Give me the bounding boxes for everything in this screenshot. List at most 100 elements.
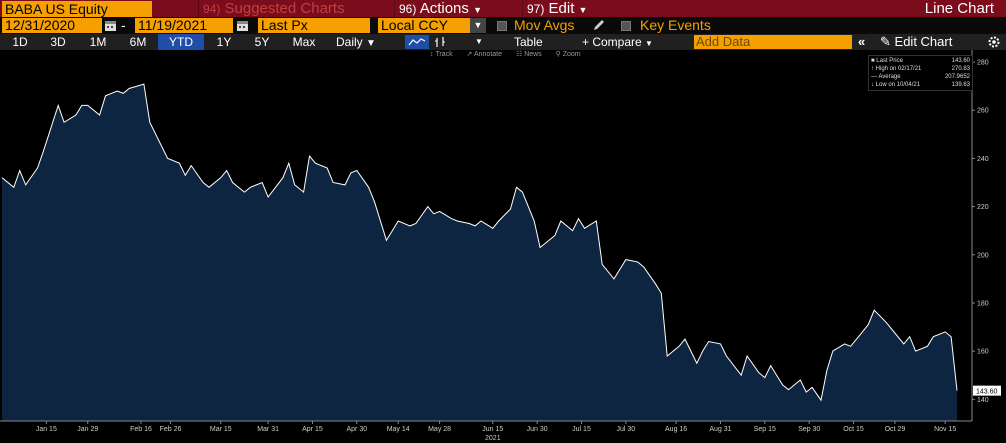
x-tick-label: Apr 15 bbox=[302, 426, 323, 433]
y-tick-label: 160 bbox=[977, 349, 989, 356]
period-5y[interactable]: 5Y bbox=[254, 35, 270, 49]
x-tick-label: May 28 bbox=[428, 426, 451, 433]
line-chart-icon[interactable] bbox=[405, 35, 429, 49]
chart-legend: ■ Last Price 143.60 ↑ High on 02/17/21 270… bbox=[868, 55, 973, 91]
price-chart[interactable]: 140 160 180 200 220 240 260 280 143.60 Jan 15 Jan … bbox=[0, 50, 1006, 443]
x-tick-label: Feb 26 bbox=[160, 426, 182, 433]
price-line bbox=[1, 83, 958, 402]
x-tick-label: Apr 30 bbox=[346, 426, 367, 433]
x-tick-label: Oct 15 bbox=[843, 426, 864, 433]
compare-button[interactable]: + Compare ▼ bbox=[582, 34, 653, 50]
key-events-checkbox[interactable] bbox=[621, 21, 631, 31]
period-ytd[interactable]: YTD bbox=[158, 34, 204, 50]
x-tick-label: Sep 30 bbox=[798, 426, 820, 433]
security-field[interactable]: BABA US Equity bbox=[2, 1, 152, 17]
period-1m[interactable]: 1M bbox=[89, 35, 107, 49]
y-tick-label: 140 bbox=[977, 397, 989, 404]
edit-number: 97) bbox=[527, 2, 545, 16]
x-tick-label: Jun 30 bbox=[527, 426, 548, 433]
period-6m[interactable]: 6M bbox=[129, 35, 147, 49]
white-square-icon: ■ bbox=[871, 58, 875, 64]
edit-chart-label: Edit Chart bbox=[894, 34, 953, 49]
calendar-icon[interactable] bbox=[236, 19, 249, 32]
zoom-label: Zoom bbox=[562, 51, 581, 58]
legend-high: ↑ High on 02/17/21 270.83 bbox=[871, 66, 970, 72]
caret-down-icon: ▼ bbox=[366, 38, 376, 49]
period-max[interactable]: Max bbox=[292, 35, 316, 49]
x-tick-label: Jul 30 bbox=[617, 426, 636, 433]
x-tick-label: Jun 15 bbox=[482, 426, 503, 433]
period-3d[interactable]: 3D bbox=[50, 35, 66, 49]
chart-type-title: Line Chart bbox=[924, 0, 994, 17]
legend-last-price-label: Last Price bbox=[876, 58, 903, 64]
bar-chart-icon[interactable] bbox=[433, 35, 449, 49]
add-data-input[interactable]: Add Data bbox=[694, 35, 852, 49]
compare-label: + Compare bbox=[582, 35, 642, 49]
legend-high-value: 270.83 bbox=[951, 66, 970, 72]
news-tool[interactable]: ☷ News bbox=[515, 51, 542, 58]
currency-dropdown-arrow[interactable]: ▼ bbox=[470, 18, 486, 33]
legend-high-label: High on 02/17/21 bbox=[875, 66, 922, 72]
chart-tool-strip: ↕ Track ↗ Annotate ☷ News ⚲ Zoom bbox=[430, 50, 593, 60]
x-tick-label: Aug 16 bbox=[665, 426, 687, 433]
calendar-icon[interactable] bbox=[104, 19, 117, 32]
zoom-tool[interactable]: ⚲ Zoom bbox=[555, 51, 581, 58]
y-tick-label: 220 bbox=[977, 204, 989, 211]
x-tick-label: Aug 31 bbox=[709, 426, 731, 433]
field-selector[interactable]: Last Px bbox=[258, 18, 370, 33]
actions-menu[interactable]: 96) Actions ▼ bbox=[394, 0, 522, 17]
x-tick-label: Jan 15 bbox=[36, 426, 57, 433]
header-bar: BABA US Equity 94) Suggested Charts 96) … bbox=[0, 0, 1006, 17]
x-tick-label: Mar 31 bbox=[257, 426, 279, 433]
last-value-label: 143.60 bbox=[976, 389, 998, 396]
toolbar: 1D 3D 1M 6M YTD 1Y 5Y Max Daily ▼ ▼ Tabl… bbox=[0, 34, 1006, 50]
caret-down-icon: ▼ bbox=[473, 5, 482, 15]
price-area-fill bbox=[2, 84, 957, 421]
frequency-label: Daily bbox=[336, 35, 363, 49]
legend-last-price: ■ Last Price 143.60 bbox=[871, 57, 970, 65]
frequency-selector[interactable]: Daily ▼ bbox=[336, 34, 376, 50]
chart-style-dropdown[interactable]: ▼ bbox=[475, 34, 483, 50]
legend-average-value: 207.9652 bbox=[944, 74, 970, 80]
y-tick-label: 180 bbox=[977, 300, 989, 307]
x-tick-label: Feb 16 bbox=[130, 426, 152, 433]
y-tick-label: 280 bbox=[977, 60, 989, 67]
track-label: Track bbox=[435, 51, 453, 58]
suggested-charts-button[interactable]: 94) Suggested Charts bbox=[198, 0, 394, 17]
annotate-tool[interactable]: ↗ Annotate bbox=[466, 51, 502, 58]
gear-icon[interactable] bbox=[987, 35, 1001, 49]
caret-down-icon: ▼ bbox=[578, 5, 588, 15]
chart-plot-area: 140 160 180 200 220 240 260 280 143.60 Jan 15 Jan … bbox=[0, 50, 1001, 442]
track-tool[interactable]: ↕ Track bbox=[430, 51, 453, 58]
news-label: News bbox=[524, 51, 542, 58]
table-button[interactable]: Table bbox=[514, 35, 543, 49]
legend-low-value: 139.63 bbox=[951, 82, 970, 88]
edit-chart-button[interactable]: ✎ Edit Chart bbox=[880, 34, 952, 50]
end-date-field[interactable]: 11/19/2021 bbox=[135, 18, 233, 33]
currency-selector[interactable]: Local CCY bbox=[378, 18, 470, 33]
legend-average-label: Average bbox=[878, 74, 901, 80]
actions-number: 96) bbox=[399, 2, 417, 16]
x-tick-label: Nov 15 bbox=[934, 426, 956, 433]
legend-low: ↓ Low on 10/04/21 139.63 bbox=[871, 82, 970, 88]
edit-menu[interactable]: 97) Edit ▼ bbox=[522, 0, 618, 17]
pencil-icon[interactable] bbox=[592, 19, 606, 32]
last-value-marker bbox=[973, 385, 1001, 396]
y-tick-label: 240 bbox=[977, 156, 989, 163]
actions-label: Actions bbox=[419, 0, 469, 17]
x-tick-label: Sep 15 bbox=[754, 426, 776, 433]
mov-avgs-label: Mov Avgs bbox=[514, 17, 575, 33]
annotate-label: Annotate bbox=[473, 51, 502, 58]
collapse-chevron-icon[interactable]: « bbox=[858, 34, 866, 49]
key-events-label: Key Events bbox=[640, 17, 711, 33]
pencil-icon: ✎ bbox=[880, 34, 891, 49]
mov-avgs-checkbox[interactable] bbox=[497, 21, 507, 31]
y-tick-label: 260 bbox=[977, 108, 989, 115]
start-date-field[interactable]: 12/31/2020 bbox=[2, 18, 102, 33]
period-1d[interactable]: 1D bbox=[12, 35, 28, 49]
x-tick-label: May 14 bbox=[387, 426, 410, 433]
y-tick-label: 200 bbox=[977, 252, 989, 259]
period-1y[interactable]: 1Y bbox=[216, 35, 232, 49]
legend-average: — Average 207.9652 bbox=[871, 74, 970, 80]
legend-low-label: Low on 10/04/21 bbox=[875, 82, 921, 88]
